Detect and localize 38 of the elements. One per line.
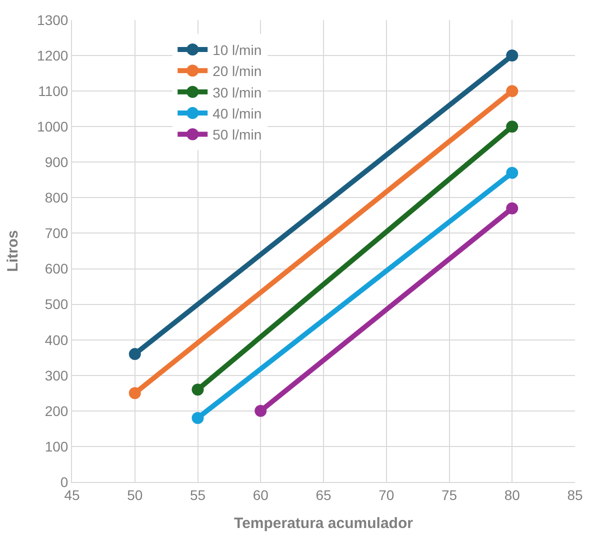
y-tick-label: 1100	[38, 82, 68, 99]
point	[506, 85, 518, 98]
x-tick-label: 85	[567, 486, 583, 503]
point	[506, 202, 518, 214]
y-tick-label: 200	[44, 402, 68, 419]
y-tick-label: 600	[44, 260, 68, 277]
x-tick-label: 50	[127, 486, 143, 503]
y-tick-label: 700	[44, 225, 68, 242]
y-tick-label: 500	[44, 296, 68, 312]
legend-label: 10 l/min	[212, 42, 262, 58]
y-tick-label: 400	[44, 332, 68, 348]
legend-label: 40 l/min	[212, 106, 262, 122]
point	[192, 412, 204, 424]
legend-label: 20 l/min	[212, 63, 262, 80]
x-tick-label: 70	[378, 486, 394, 503]
point	[506, 120, 518, 133]
x-tick-label: 55	[190, 486, 206, 503]
x-axis-title: Temperatura acumulador	[234, 514, 414, 532]
x-tick-label: 60	[252, 486, 269, 503]
point	[128, 387, 141, 400]
y-tick-label: 300	[44, 367, 68, 384]
y-tick-label: 1300	[37, 12, 68, 28]
x-tick-label: 65	[316, 486, 332, 503]
point	[192, 384, 204, 396]
legend-label: 30 l/min	[212, 84, 262, 100]
x-tick-label: 75	[441, 486, 458, 503]
x-tick-label: 80	[504, 486, 520, 503]
point	[254, 404, 267, 417]
y-tick-label: 800	[44, 190, 68, 206]
point	[506, 50, 518, 62]
point	[506, 166, 518, 179]
y-tick-label: 100	[44, 438, 68, 454]
y-tick-label: 900	[44, 154, 68, 170]
legend-label: 50 l/min	[212, 126, 262, 143]
y-tick-label: 1200	[37, 47, 68, 64]
point	[128, 348, 141, 360]
y-axis-title: Litros	[4, 230, 22, 272]
y-tick-label: 1000	[37, 118, 68, 135]
